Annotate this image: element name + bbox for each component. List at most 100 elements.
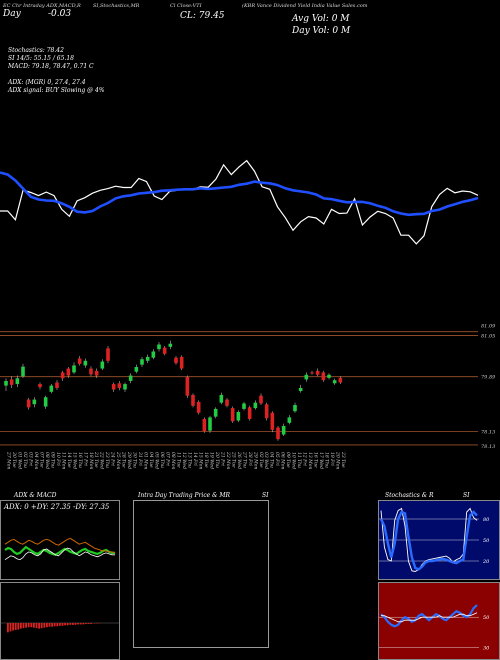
date-tick-label: 30 Tue	[11, 452, 17, 468]
date-axis: 27 Mon 30 Tue 01 Wed 02 Thu 03 Fri 04 Mon 07 T…	[6, 451, 347, 469]
adx-panel: ADX: 0 +DY: 27.35 -DY: 27.35	[0, 500, 120, 580]
header-title: (KBR Vance Dividend Yield India Value Sa…	[242, 3, 368, 9]
candle-bear	[270, 412, 275, 430]
header-day-label: Day	[3, 9, 21, 19]
date-tick-label: 23 Thu	[104, 451, 110, 468]
date-tick-label: 29 Mon	[252, 451, 258, 469]
date-tick-label: 09 Thu	[49, 452, 55, 468]
candle-bull	[168, 343, 173, 347]
macd-bar	[56, 623, 59, 627]
date-tick-label: 06 Thu	[159, 452, 165, 468]
date-tick-label: 18 Tue	[203, 452, 209, 468]
candle-bull	[4, 380, 8, 386]
candle-bull	[208, 417, 212, 431]
candle-bear	[55, 382, 59, 388]
macd-bar	[72, 623, 74, 625]
macd-bar	[12, 623, 14, 631]
date-tick-label: 12 Fri	[302, 452, 308, 466]
stoch-k-line	[380, 507, 478, 572]
candle-bull	[281, 425, 286, 435]
date-tick-label: 08 Mon	[170, 452, 176, 469]
adx-signal-readout: ADX signal: BUY Slowing @ 4%	[8, 87, 105, 94]
macd-bar	[43, 623, 46, 628]
macd-bar	[79, 623, 82, 625]
macd-bar	[7, 623, 9, 633]
date-tick-label: 29 Wed	[126, 451, 132, 469]
macd-bar	[9, 623, 12, 632]
adx-lines	[4, 537, 116, 561]
stoch-tick-label: 80	[483, 517, 490, 523]
candle-bear	[77, 358, 82, 364]
macd-bar	[61, 623, 64, 626]
date-tick-label: 06 Mon	[280, 452, 286, 469]
stoch-panel-title: Stochastics & R	[385, 492, 434, 499]
date-tick-label: 10 Fri	[55, 452, 61, 466]
date-tick-label: 25 Tue	[230, 451, 236, 468]
date-tick-label: 09 Tue	[285, 452, 291, 468]
date-tick-label: 13 Thu	[186, 452, 192, 468]
header-day-volume: Day Vol: 0 M	[292, 26, 351, 36]
candle-bull	[43, 397, 48, 407]
macd-bar	[51, 623, 53, 627]
date-tick-label: 01 Wed	[16, 452, 22, 469]
candle-bear	[94, 370, 99, 376]
candle-bear	[185, 377, 190, 396]
date-tick-label: 15 Wed	[71, 452, 77, 469]
date-tick-label: 30 Thu	[132, 452, 138, 468]
candle-bear	[191, 394, 195, 406]
date-tick-label: 17 Wed	[318, 452, 324, 469]
date-tick-label: 18 Mon	[88, 452, 94, 469]
macd-bar	[69, 623, 72, 625]
macd-bar	[46, 623, 48, 628]
macd-bar	[33, 623, 35, 628]
adx-panel-readout: ADX: 0 +DY: 27.35 -DY: 27.35	[4, 503, 110, 511]
stoch-tick-label: 50	[483, 538, 490, 544]
date-tick-label: 31 Fri	[137, 452, 143, 466]
date-tick-label: 26 Wed	[236, 451, 242, 469]
candle-bear	[202, 418, 207, 432]
date-tick-label: 24 Fri	[110, 451, 116, 466]
candle-bull	[21, 366, 25, 377]
header-close-value: CL: 79.45	[180, 11, 225, 21]
date-tick-label: 27 Mon	[6, 451, 12, 469]
candle-bear	[111, 384, 116, 390]
header-day-change: -0.03	[48, 9, 72, 19]
candlestick-chart: 81.09 81.05 79.89 78.13 78.13	[0, 324, 496, 450]
candle-bear	[196, 401, 201, 413]
macd-bar	[40, 623, 43, 629]
price-axis-label: 78.13	[481, 444, 495, 450]
date-tick-label: 11 Mon	[60, 452, 66, 469]
candle-bear	[315, 370, 320, 375]
date-tick-label: 20 Mon	[335, 451, 341, 469]
candle-bear	[230, 408, 235, 422]
date-tick-label: 15 Mon	[197, 452, 203, 469]
candle-bear	[264, 404, 269, 419]
date-tick-label: 05 Fri	[274, 452, 280, 466]
candle-bear	[310, 372, 314, 374]
candle-bear	[117, 383, 122, 388]
price-axis-label: 81.05	[481, 334, 495, 340]
date-tick-label: 02 Tue	[258, 452, 264, 468]
candle-bear	[338, 377, 343, 383]
date-tick-label: 14 Tue	[66, 452, 72, 468]
candle-bear	[162, 347, 167, 354]
macd-bar	[25, 623, 27, 628]
candle-bull	[332, 380, 337, 384]
date-tick-label: 25 Mon	[115, 451, 121, 469]
macd-bar	[48, 623, 51, 627]
candle-bear	[247, 407, 252, 419]
header-chart-type: EC Chr Intraday ADX,MACD,R	[3, 3, 81, 9]
header-close-info: Cl Close:VTI	[170, 3, 202, 9]
date-tick-label: 14 Fri	[192, 452, 198, 466]
macd-bar	[87, 623, 90, 624]
date-tick-label: 17 Fri	[82, 452, 88, 466]
date-tick-label: 21 Fri	[219, 451, 225, 466]
price-line	[0, 159, 479, 245]
candle-bear	[66, 368, 71, 376]
signal-line	[4, 547, 115, 561]
candle-bear	[89, 368, 93, 375]
adx-panel-title: ADX & MACD	[14, 492, 57, 499]
candle-bull	[72, 365, 76, 373]
candle-bear	[276, 427, 280, 440]
date-tick-label: 10 Wed	[291, 452, 297, 469]
